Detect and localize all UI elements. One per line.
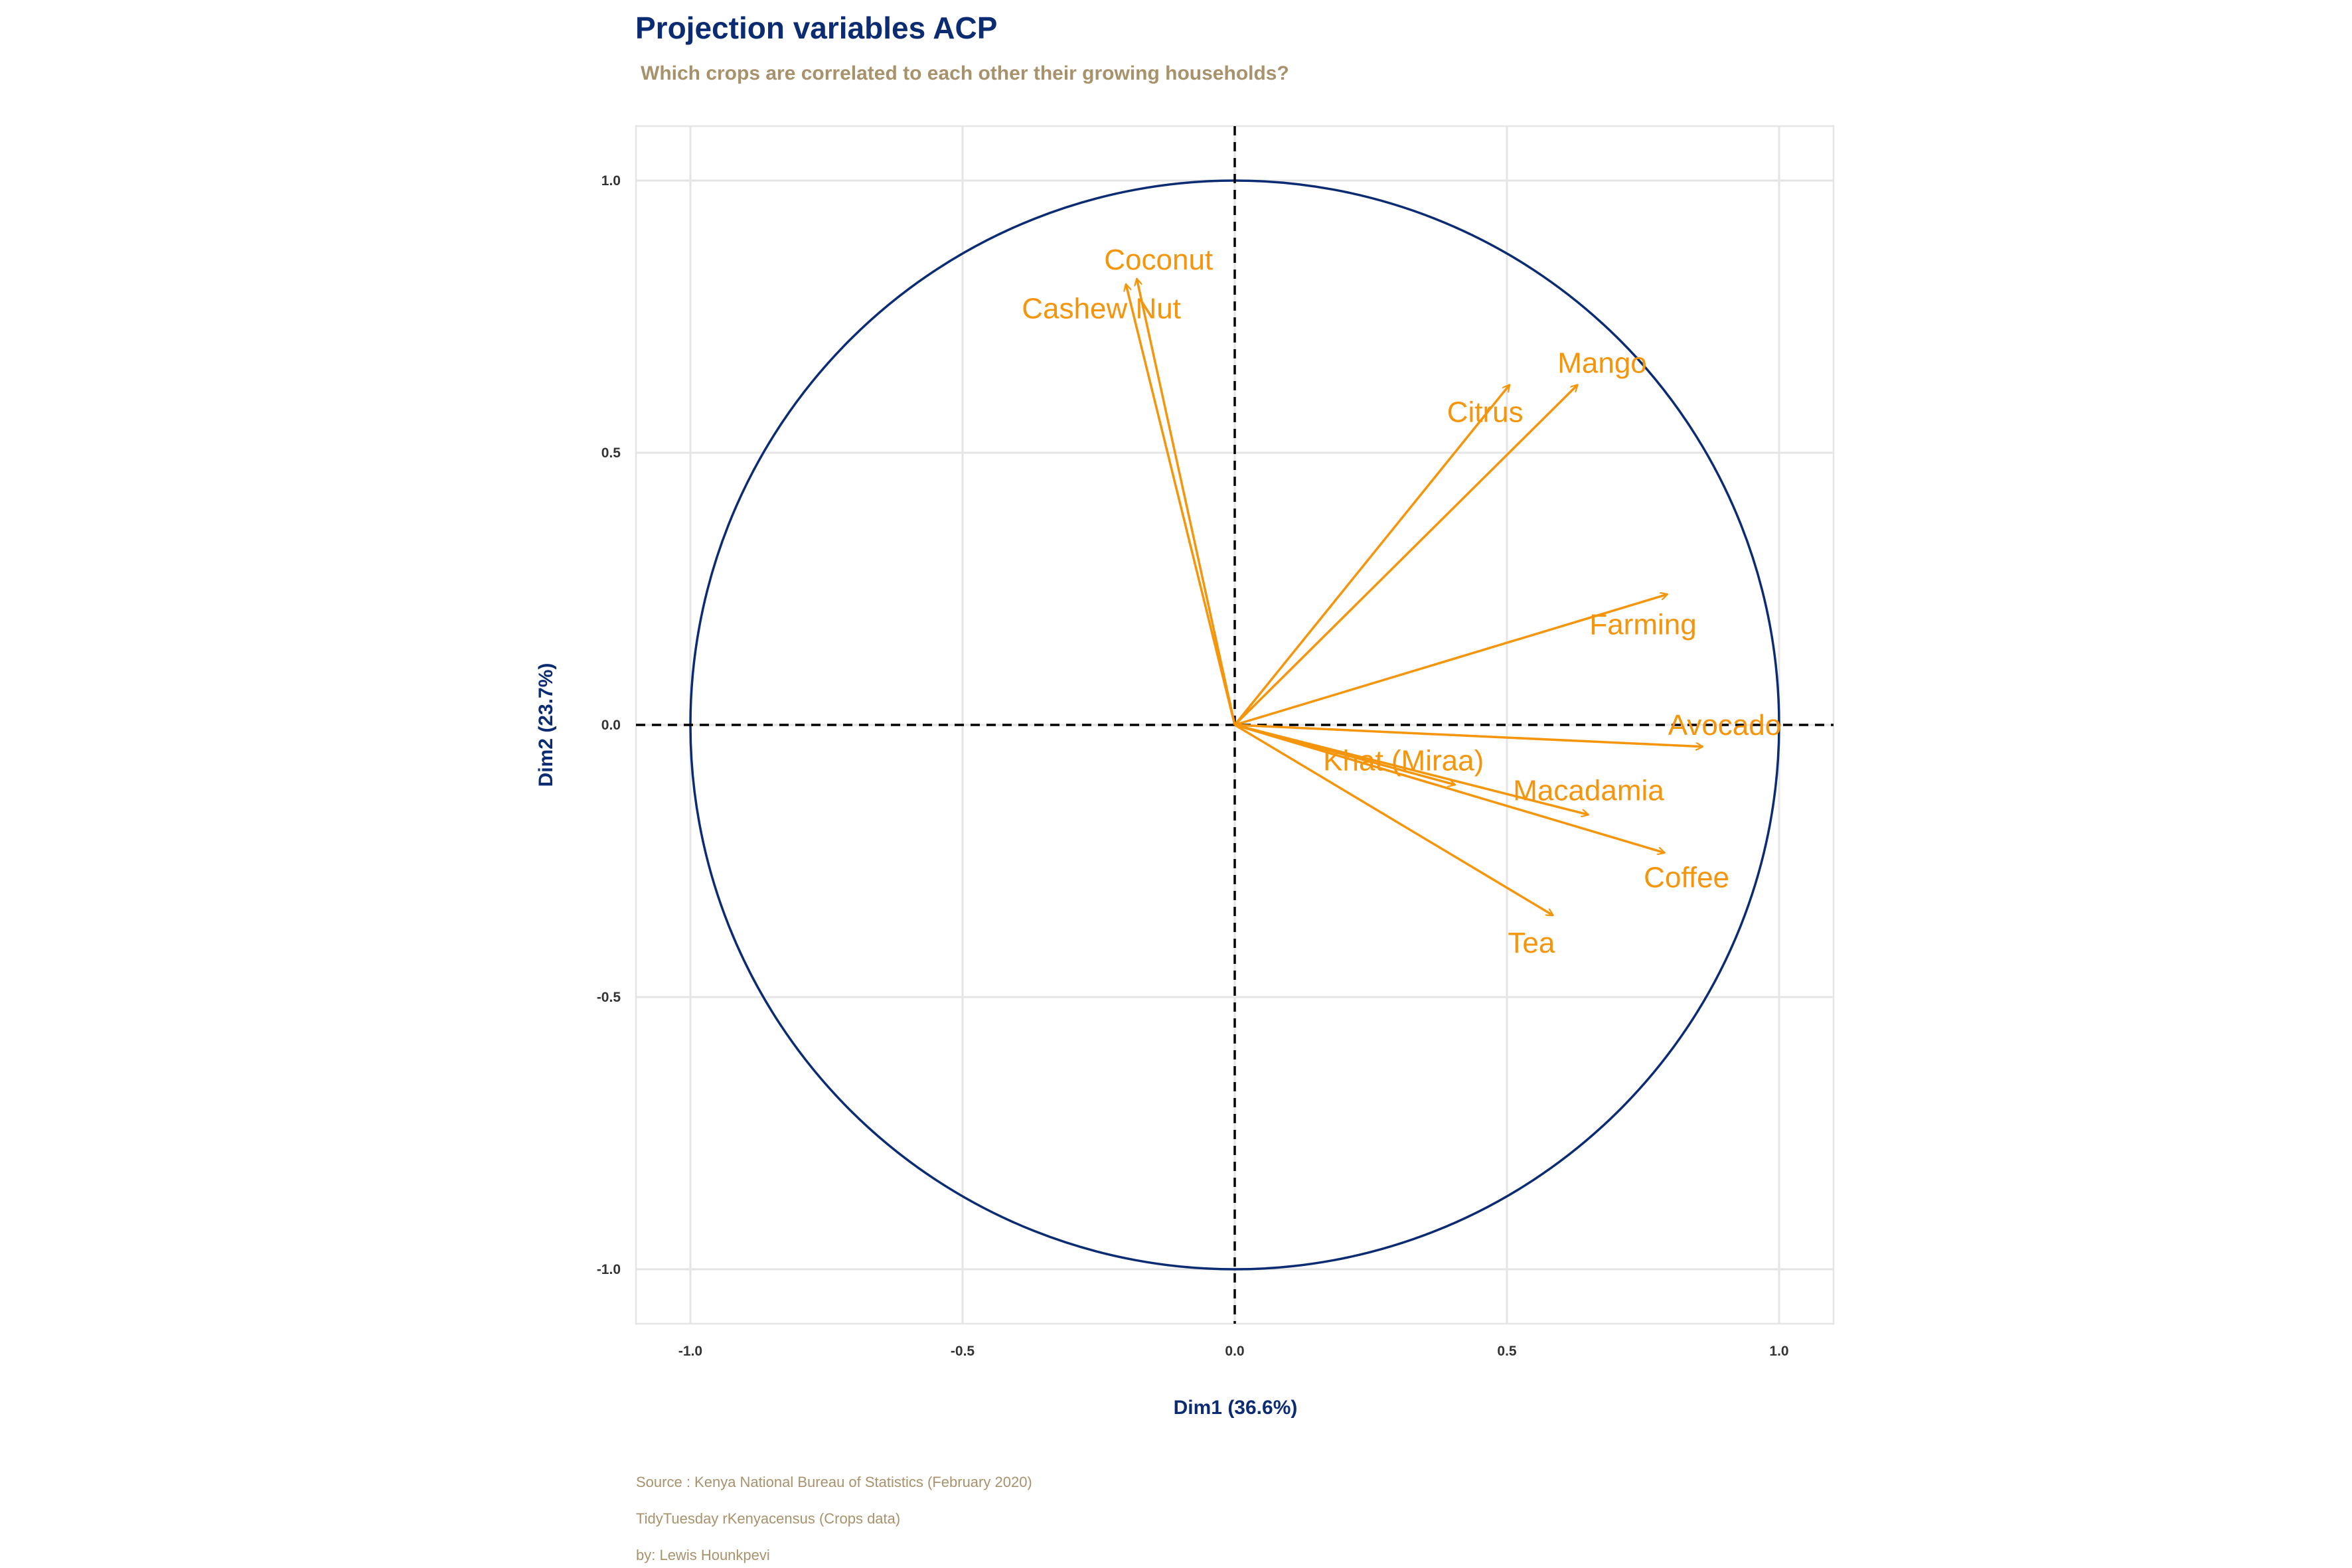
arrow-tea (1234, 724, 1553, 917)
x-tick-label: 1.0 (1769, 1344, 1788, 1359)
label-citrus: Citrus (1447, 396, 1524, 429)
y-axis-ticks: -1.0 -0.5 0.0 0.5 1.0 (597, 173, 621, 1277)
label-cashew-nut: Cashew Nut (1022, 293, 1181, 325)
arrow-coffee (1234, 724, 1665, 853)
y-axis-title: Dim2 (23.7%) (535, 663, 557, 787)
x-tick-label: 0.0 (1225, 1344, 1244, 1359)
chart-subtitle: Which crops are correlated to each other… (641, 62, 1289, 84)
plot-panel: Coconut Cashew Nut Citrus Mango Farming Avoca… (635, 125, 1835, 1325)
x-tick-label: -1.0 (678, 1344, 702, 1359)
caption-source: Source : Kenya National Bureau of Statis… (636, 1474, 1032, 1490)
variable-labels: Coconut Cashew Nut Citrus Mango Farming Avoca… (1022, 244, 1781, 959)
arrow-mango (1233, 385, 1578, 726)
x-axis-ticks: -1.0 -0.5 0.0 0.5 1.0 (678, 1344, 1789, 1359)
arrow-cashew-nut (1126, 284, 1236, 726)
y-tick-label: -0.5 (597, 990, 621, 1005)
variable-arrows (1126, 279, 1703, 917)
y-tick-label: 0.0 (601, 718, 621, 733)
label-mango: Mango (1557, 347, 1647, 380)
x-tick-label: -0.5 (951, 1344, 975, 1359)
label-coffee: Coffee (1644, 862, 1729, 894)
arrow-citrus (1233, 385, 1510, 726)
caption-author: by: Lewis Hounkpevi (636, 1547, 770, 1563)
y-tick-label: 0.5 (601, 445, 621, 461)
arrow-farming (1234, 594, 1668, 726)
x-tick-label: 0.5 (1497, 1344, 1517, 1359)
x-axis-title: Dim1 (36.6%) (1174, 1397, 1298, 1419)
arrow-coconut (1137, 279, 1236, 726)
label-macadamia: Macadamia (1513, 774, 1664, 807)
label-farming: Farming (1589, 608, 1696, 641)
label-khat-miraa: Khat (Miraa) (1323, 744, 1484, 777)
label-avocado: Avocado (1668, 709, 1781, 742)
arrow-macadamia (1234, 724, 1589, 815)
caption-tidytuesday: TidyTuesday rKenyacensus (Crops data) (636, 1510, 900, 1527)
y-tick-label: -1.0 (597, 1262, 621, 1277)
arrow-avocado (1234, 724, 1703, 747)
chart-title: Projection variables ACP (635, 11, 997, 45)
label-coconut: Coconut (1104, 244, 1213, 276)
y-tick-label: 1.0 (601, 173, 621, 189)
label-tea: Tea (1508, 927, 1555, 959)
